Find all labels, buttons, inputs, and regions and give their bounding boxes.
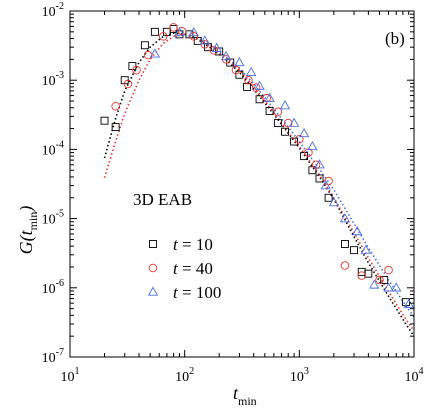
circle-marker — [273, 107, 283, 117]
square-marker — [128, 62, 137, 71]
legend: t = 10 t = 40 t = 100 — [147, 235, 221, 302]
triangle-marker — [188, 26, 199, 37]
circle-marker — [111, 102, 120, 111]
legend-entry: t = 100 — [173, 283, 221, 302]
triangle-marker — [264, 92, 275, 102]
y-tick-label: 10-3 — [42, 70, 64, 89]
triangle-marker — [352, 226, 363, 236]
square-marker — [401, 298, 410, 307]
triangle-marker — [307, 141, 318, 151]
data-markers — [100, 23, 414, 308]
triangle-marker — [211, 42, 222, 52]
square-marker — [243, 82, 252, 91]
y-tick-label: 10-4 — [42, 139, 64, 158]
circle-marker — [169, 23, 178, 32]
square-marker — [150, 27, 159, 36]
x-axis-title: tmin — [233, 383, 257, 408]
y-axis-title: G(tmin) — [16, 206, 40, 255]
triangle-marker — [199, 35, 211, 45]
square-marker — [350, 246, 358, 255]
legend-entry: t = 40 — [173, 259, 213, 278]
circle-marker — [375, 275, 384, 285]
fit-t40-line — [103, 33, 415, 332]
triangle-marker — [339, 213, 351, 223]
x-axis-title-sub: min — [238, 394, 257, 408]
x-tick-label: 101 — [61, 366, 80, 385]
triangle-marker — [391, 282, 402, 292]
triangle-marker — [383, 282, 394, 292]
circle-marker — [295, 135, 304, 144]
circle-marker — [357, 271, 366, 280]
triangle-marker — [234, 57, 245, 67]
y-axis-title-var: t — [16, 229, 36, 235]
panel-label: (b) — [385, 29, 405, 48]
triangle-marker — [360, 244, 371, 254]
square-marker — [111, 123, 120, 132]
triangle-marker — [149, 48, 161, 58]
y-axis-title-sub: min — [26, 212, 40, 231]
square-marker — [380, 275, 389, 284]
square-marker — [341, 240, 349, 248]
triangle-marker — [174, 26, 185, 37]
circle-marker — [324, 176, 333, 186]
y-tick-label: 10-7 — [42, 347, 64, 366]
x-tick-label: 103 — [290, 366, 309, 385]
triangle-marker — [245, 66, 257, 76]
circle-marker — [251, 83, 261, 92]
triangle-marker — [220, 50, 232, 61]
circle-marker — [189, 32, 198, 41]
x-tick-label: 102 — [175, 366, 194, 385]
square-marker — [265, 106, 274, 115]
triangle-marker — [288, 117, 300, 127]
y-tick-label: 10-6 — [42, 278, 64, 297]
y-axis-title-main: G( — [16, 234, 37, 254]
legend-triangle-marker — [147, 286, 159, 296]
square-marker — [281, 127, 289, 136]
triangle-marker — [369, 279, 380, 289]
circle-marker — [231, 65, 241, 75]
legend-square-marker — [149, 240, 157, 248]
square-marker — [140, 41, 149, 50]
square-marker — [324, 193, 333, 202]
y-tick-label: 10-5 — [42, 209, 64, 228]
circle-marker — [384, 265, 393, 275]
axis-tick-labels: 101 102 103 104 10-7 10-6 10-5 10-4 10-3 10-2 — [42, 1, 424, 385]
y-tick-label: 10-2 — [42, 1, 64, 20]
annotation-label: 3D EAB — [133, 190, 192, 209]
y-axis-title-close: ) — [16, 206, 37, 213]
circle-marker — [283, 118, 293, 128]
square-marker — [290, 137, 299, 146]
square-marker — [273, 119, 282, 128]
circle-marker — [262, 93, 272, 103]
x-tick-label: 104 — [405, 366, 424, 385]
legend-circle-marker — [148, 263, 158, 273]
circle-marker — [123, 79, 133, 89]
triangle-marker — [320, 180, 331, 190]
plot-area — [100, 23, 415, 337]
fit-t100-line — [184, 33, 415, 318]
plot-frame — [69, 10, 415, 358]
circle-marker — [209, 46, 219, 55]
square-marker — [315, 174, 324, 183]
circle-marker — [244, 75, 253, 85]
circle-marker — [158, 32, 168, 41]
x-axis-title-main: t — [233, 383, 239, 403]
triangle-marker — [298, 127, 310, 138]
triangle-marker — [254, 80, 265, 90]
triangle-marker — [314, 159, 325, 169]
square-marker — [185, 30, 194, 39]
circle-marker — [340, 261, 350, 270]
triangle-marker — [328, 197, 340, 207]
square-marker — [100, 116, 109, 125]
circle-marker — [132, 65, 141, 75]
circle-marker — [311, 160, 321, 170]
triangle-marker — [279, 100, 291, 110]
circle-marker — [177, 26, 187, 36]
circle-marker — [143, 50, 153, 60]
legend-entry: t = 10 — [173, 235, 213, 254]
axis-ticks — [70, 11, 414, 357]
